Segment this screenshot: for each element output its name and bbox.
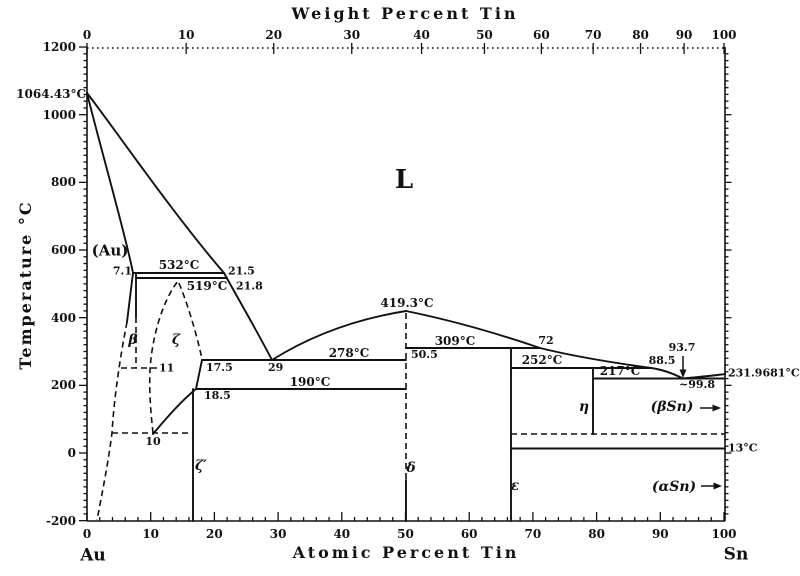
temp-label-217: 217°C (599, 364, 641, 378)
temp-label-419-3: 419.3°C (380, 296, 434, 310)
x-tick-label: 80 (588, 527, 605, 541)
x-axis-left-element: Au (80, 545, 106, 566)
temp-label-252: 252°C (521, 353, 563, 367)
arrow-alpha-sn-head (713, 482, 722, 490)
comp-label-21-5: 21.5 (228, 264, 255, 278)
zeta-prime-solvus (152, 388, 197, 435)
phase-label-zeta: ζ (171, 332, 181, 348)
phase-label-alpha-sn: (αSn) (651, 479, 697, 495)
phase-label-au: (Au) (91, 241, 129, 260)
axis-ticks (79, 43, 732, 522)
y-tick-label: 800 (50, 175, 76, 190)
comp-label-50-5: 50.5 (411, 348, 438, 361)
au-solvus-solid (126, 272, 134, 323)
dashed-boundaries (96, 279, 725, 521)
comp-label-88-5: 88.5 (648, 354, 676, 367)
phase-label-liquid: L (394, 165, 414, 195)
zeta-left-slant (195, 359, 203, 390)
y-tick-label: 1200 (42, 40, 76, 55)
phase-label-epsilon: ε (510, 478, 520, 494)
top-tick-label: 40 (413, 28, 430, 42)
x-tick-label: 60 (460, 527, 478, 541)
top-tick-label: 50 (476, 28, 493, 42)
phase-label-beta: β (128, 332, 138, 348)
y-tick-label: 1000 (42, 107, 76, 122)
x-tick-label: 40 (333, 527, 351, 541)
comp-label-93-7: 93.7 (668, 341, 696, 354)
y-tick-label: 400 (50, 310, 76, 325)
solid-boundaries (86, 92, 726, 522)
y-tick-label: 0 (67, 446, 76, 460)
phase-label-beta-sn: (βSn) (650, 399, 694, 415)
x-tick-label: 10 (142, 527, 160, 541)
annotation-arrows (679, 356, 722, 490)
temp-label-532: 532°C (158, 258, 200, 272)
comp-label-18-5: 18.5 (204, 389, 231, 402)
comp-label-29: 29 (268, 361, 284, 374)
comp-label-72: 72 (538, 334, 554, 347)
top-tick-label: 100 (711, 28, 737, 42)
comp-label-10: 10 (145, 435, 161, 448)
comp-label-7-1: 7.1 (112, 264, 132, 278)
y-tick-label: 200 (50, 378, 76, 393)
liquidus-to-eutectic-29 (223, 272, 273, 361)
liquidus-au-side (86, 92, 225, 274)
top-tick-label: 90 (675, 28, 693, 42)
top-tick-label: 0 (82, 28, 92, 42)
arrow-93-7-head (679, 369, 687, 378)
temp-label-519: 519°C (186, 279, 228, 293)
solidus-au (86, 92, 134, 274)
y-axis-title: Temperature °C (16, 200, 35, 370)
phase-label-zeta-prime: ζ′ (195, 458, 207, 474)
au-solvus-dashed (96, 321, 128, 521)
top-axis-title: Weight Percent Tin (291, 4, 519, 23)
top-tick-label: 10 (177, 28, 195, 42)
temp-label-190: 190°C (289, 375, 331, 389)
x-tick-label: 70 (524, 527, 542, 541)
melting-point-sn-label: 231.9681°C (728, 366, 800, 380)
temp-label-309: 309°C (434, 334, 476, 348)
top-tick-label: 60 (533, 28, 550, 42)
top-tick-label: 70 (584, 28, 602, 42)
phase-label-eta: η (578, 399, 590, 415)
arrow-beta-sn-head (712, 404, 721, 412)
top-tick-label: 20 (265, 28, 283, 42)
top-tick-label: 80 (632, 28, 649, 42)
x-tick-label: 50 (397, 527, 414, 541)
x-tick-label: 30 (269, 527, 287, 541)
zeta-dome-dashed (148, 279, 203, 434)
x-tick-label: 0 (82, 527, 92, 541)
comp-label-17-5: 17.5 (206, 361, 233, 374)
comp-label-21-8: 21.8 (236, 279, 263, 293)
phase-label-delta: δ (406, 460, 416, 476)
melting-point-au-label: 1064.43°C (16, 87, 86, 101)
y-tick-label: 600 (50, 243, 76, 258)
temp-label-13: 13°C (728, 441, 758, 455)
x-tick-label: 90 (651, 527, 669, 541)
liquidus-rise-to-delta-peak (271, 310, 407, 361)
x-axis-right-element: Sn (723, 544, 749, 565)
x-axis-title: Atomic Percent Tin (292, 543, 520, 562)
x-tick-label: 20 (206, 527, 223, 541)
axis-frame (86, 47, 726, 522)
top-tick-label: 30 (343, 28, 361, 42)
x-tick-label: 100 (711, 527, 737, 541)
comp-label-99-8: ~99.8 (678, 378, 716, 391)
y-tick-label: -200 (45, 513, 76, 528)
temp-label-278: 278°C (328, 346, 370, 360)
comp-label-11: 11 (159, 361, 175, 375)
